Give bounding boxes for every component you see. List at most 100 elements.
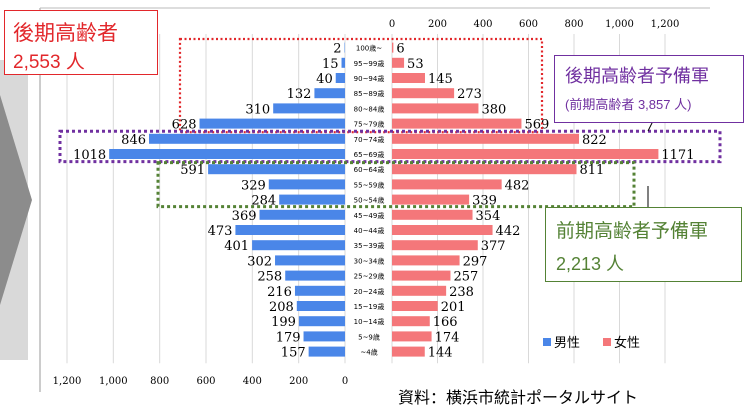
male-bar [269,179,345,189]
male-value-label: 40 [316,72,333,87]
source-note: 資料：横浜市統計ポータルサイト [398,384,638,408]
female-bar [392,347,425,357]
late-elderly-count: 2,553 人 [13,47,85,74]
male-bar [252,240,345,250]
male-bar [208,164,345,174]
male-bar [235,225,345,235]
male-value-label: 208 [269,300,294,315]
male-bar [200,119,345,129]
female-bar [392,271,450,281]
x-tick-label-bottom: 400 [243,376,262,387]
female-value-label: 145 [428,72,453,87]
male-value-label: 473 [208,224,233,239]
x-tick-label-top: 0 [389,19,395,30]
x-tick-label-bottom: 1,200 [53,376,82,387]
male-value-label: 401 [224,239,249,254]
female-value-label: 380 [481,102,506,117]
male-bar [149,134,345,144]
age-group-label: 65~69歳 [354,150,385,159]
female-value-label: 174 [435,330,460,345]
age-group-label: 85~89歳 [354,89,385,98]
female-bar [392,301,438,311]
x-tick-label-top: 400 [473,19,492,30]
age-group-label: 30~34歳 [354,256,385,265]
age-group-label: 80~84歳 [354,104,385,113]
female-bar [392,119,521,129]
female-bar [392,58,404,68]
male-value-label: 199 [271,315,296,330]
male-value-label: 310 [245,102,270,117]
x-tick-label-bottom: 0 [342,376,348,387]
female-bar [392,286,446,296]
male-bar [336,73,345,83]
age-group-label: 10~14歳 [354,317,385,326]
male-value-label: 591 [180,163,205,178]
age-group-label: 15~19歳 [354,302,385,311]
age-group-label: 100歳~ [356,44,382,53]
age-group-label: 90~94歳 [354,74,385,83]
male-bar [297,301,345,311]
female-value-label: 482 [505,178,530,193]
early-elderly-reserve-title: 前期高齢者予備軍 [556,216,708,243]
x-tick-label-top: 1,000 [605,19,634,30]
late-elderly-callout: 後期高齢者 2,553 人 [4,10,158,75]
male-bar [299,316,345,326]
age-group-label: 25~29歳 [354,272,385,281]
age-group-label: 60~64歳 [354,165,385,174]
male-value-label: 846 [121,133,146,148]
age-group-label: 5~9歳 [358,332,380,341]
legend-label-male: 男性 [554,336,580,351]
male-value-label: 216 [267,285,292,300]
late-elderly-reserve-title: 後期高齢者予備軍 [565,62,709,88]
female-value-label: 257 [453,270,478,285]
male-value-label: 2 [333,42,341,57]
male-bar [304,331,345,341]
x-tick-label-top: 600 [519,19,538,30]
female-value-label: 377 [481,239,506,254]
age-group-label: 95~99歳 [354,59,385,68]
early-elderly-reserve-callout: 前期高齢者予備軍 2,213 人 [545,207,742,282]
female-value-label: 238 [449,285,474,300]
x-tick-label-top: 800 [564,19,583,30]
x-tick-label-top: 1,200 [651,19,680,30]
male-bar [309,347,345,357]
age-group-label: 55~59歳 [354,180,385,189]
male-value-label: 157 [281,346,306,361]
legend-swatch-female [603,338,611,346]
age-group-label: ~4歳 [360,348,377,357]
female-bar [392,164,577,174]
female-value-label: 273 [457,87,482,102]
x-tick-label-bottom: 600 [196,376,215,387]
female-value-label: 53 [407,57,424,72]
late-elderly-reserve-sub: (前期高齢者 3,857 人) [565,94,691,113]
female-bar [392,240,478,250]
female-bar [392,88,454,98]
female-value-label: 811 [580,163,605,178]
male-bar [342,58,345,68]
late-elderly-highlight [180,39,542,132]
female-bar [392,331,432,341]
late-elderly-title: 後期高齢者 [13,17,118,47]
male-bar [109,149,345,159]
male-bar [295,286,345,296]
male-bar [275,255,345,265]
legend-swatch-male [543,338,551,346]
male-bar [279,195,345,205]
legend-label-female: 女性 [614,335,640,351]
male-bar [273,103,345,113]
female-bar [392,195,469,205]
female-bar [392,210,473,220]
x-tick-label-bottom: 800 [150,376,169,387]
x-tick-label-bottom: 200 [289,376,308,387]
female-value-label: 6 [396,42,404,57]
male-bar [314,88,345,98]
female-value-label: 354 [476,209,501,224]
female-bar [392,225,493,235]
male-bar [260,210,345,220]
female-bar [392,179,502,189]
age-group-label: 75~79歳 [354,120,385,129]
age-group-label: 45~49歳 [354,211,385,220]
female-bar [392,43,393,53]
late-elderly-reserve-callout: 後期高齢者予備軍 (前期高齢者 3,857 人) [554,55,744,123]
